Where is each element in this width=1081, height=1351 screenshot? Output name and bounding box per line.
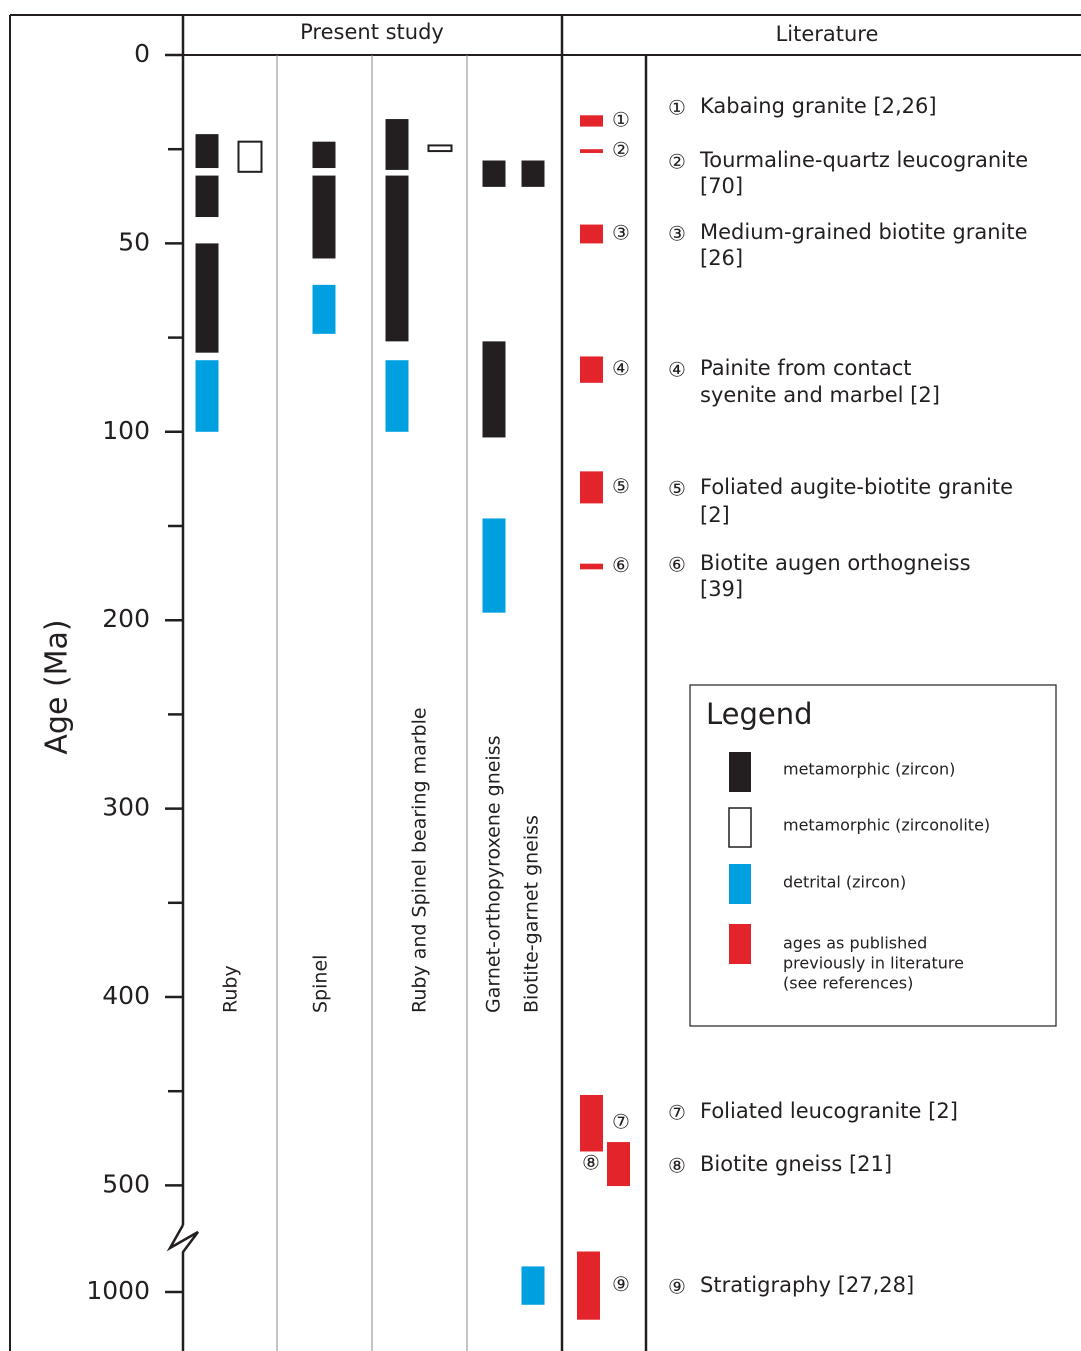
age-bar [521,1266,545,1305]
literature-bar [580,115,603,127]
y-tick-label: 400 [102,981,150,1010]
column-label: Biotite-garnet gneiss [521,815,543,1013]
literature-marker: ⑥ [612,553,630,577]
literature-bar [580,356,603,383]
y-tick-label: 300 [102,793,150,822]
legend-label: metamorphic (zirconolite) [783,816,990,835]
literature-marker: ⑥ [668,553,686,577]
legend-label: (see references) [783,974,913,993]
literature-label: [2] [700,503,730,527]
legend-label: ages as published [783,934,927,953]
literature-bar [580,224,603,244]
literature-marker: ① [668,96,686,120]
literature-marker: ③ [612,220,630,244]
literature-label: Tourmaline-quartz leucogranite [699,148,1028,172]
literature-marker: ⑦ [612,1110,630,1134]
literature-marker: ② [668,150,686,174]
literature-marker: ④ [612,356,630,380]
literature-marker: ⑤ [612,474,630,498]
literature-bar [580,563,603,570]
literature-label: Kabaing granite [2,26] [700,94,937,118]
y-axis-label: Age (Ma) [40,619,75,754]
legend-swatch [728,807,752,848]
column-label: Ruby and Spinel bearing marble [409,707,431,1013]
literature-bar [580,471,603,504]
legend-swatch [729,864,751,904]
literature-marker: ⑨ [612,1272,630,1296]
age-bar [312,284,336,334]
age-bar [237,140,263,173]
literature-marker: ⑧ [668,1154,686,1178]
age-bar [482,518,506,613]
literature-marker: ④ [668,358,686,382]
literature-marker: ⑨ [668,1275,686,1299]
y-tick-label: 100 [102,416,150,445]
legend-swatch [729,924,751,964]
y-tick-label: 200 [102,604,150,633]
literature-label: Stratigraphy [27,28] [700,1273,914,1297]
literature-label: [70] [700,174,743,198]
literature-label: syenite and marbel [2] [700,383,940,407]
age-bar [385,175,409,342]
literature-marker: ⑤ [668,477,686,501]
literature-label: Biotite augen orthogneiss [700,551,971,575]
literature-bar [607,1142,630,1187]
group-title: Literature [776,22,879,46]
literature-bar [580,149,603,153]
y-tick-label: 1000 [86,1276,150,1305]
legend-title: Legend [706,697,813,731]
age-bar [195,360,219,432]
column-label: Garnet-orthopyroxene gneiss [483,735,505,1013]
legend-label: metamorphic (zircon) [783,760,955,779]
literature-label: Foliated augite-biotite granite [700,475,1013,499]
literature-label: Medium-grained biotite granite [700,220,1028,244]
age-bar [482,341,506,438]
literature-label: Foliated leucogranite [2] [700,1099,958,1123]
literature-label: [26] [700,246,743,270]
group-title: Present study [300,20,444,44]
legend-label: detrital (zircon) [783,873,906,892]
literature-label: Biotite gneiss [21] [700,1152,892,1176]
literature-marker: ② [612,138,630,162]
y-tick-label: 500 [102,1169,150,1198]
age-bar [312,175,336,259]
age-bar [427,144,453,153]
age-bar [195,134,219,169]
age-bar [195,243,219,353]
literature-bar [580,1094,603,1152]
frame [9,14,1081,1351]
legend-swatch [729,752,751,792]
literature-marker: ⑧ [582,1151,600,1175]
column-label: Ruby [220,965,242,1013]
literature-marker: ⑦ [668,1101,686,1125]
literature-label: Painite from contact [700,356,912,380]
age-bar [195,175,219,218]
age-bar [385,360,409,432]
literature-marker: ① [612,107,630,131]
literature-bar [577,1251,600,1320]
column-label: Spinel [310,955,332,1013]
legend-label: previously in literature [783,954,964,973]
y-tick-label: 50 [118,227,150,256]
age-bar [482,160,506,187]
age-bar [521,160,545,187]
literature-label: [39] [700,577,743,601]
age-bar [312,141,336,169]
y-tick-label: 0 [134,39,150,68]
age-bar [385,119,409,170]
literature-marker: ③ [668,222,686,246]
